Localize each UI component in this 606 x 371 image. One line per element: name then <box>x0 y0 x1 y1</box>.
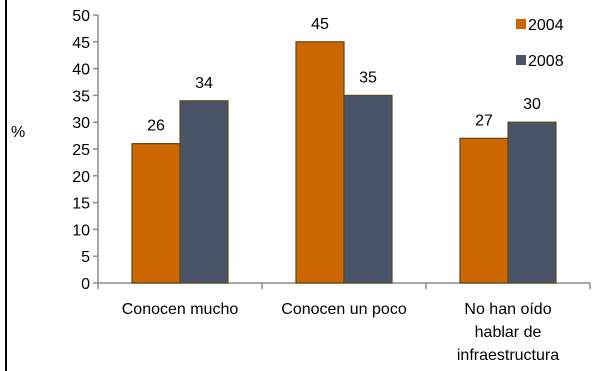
data-label: 45 <box>311 16 329 33</box>
y-tick-label: 50 <box>72 8 90 25</box>
data-label: 35 <box>359 69 377 86</box>
legend-label-2008: 2008 <box>528 53 564 70</box>
y-tick-label: 25 <box>72 142 90 159</box>
bar-2008-3 <box>507 121 557 284</box>
y-tick-label: 10 <box>72 222 90 239</box>
bar-2004-2 <box>295 41 345 284</box>
legend-swatch-2004 <box>516 19 526 29</box>
category-label: infraestructura <box>457 347 559 364</box>
y-axis-label: % <box>11 124 25 141</box>
frame-border-left <box>5 0 7 371</box>
bar-2008-2 <box>343 94 393 284</box>
y-tick-label: 0 <box>81 276 90 293</box>
y-tick-label: 20 <box>72 169 90 186</box>
category-label: Conocen mucho <box>122 301 239 318</box>
legend-swatch-2008 <box>516 55 526 65</box>
y-tick-label: 15 <box>72 196 90 213</box>
category-label: Conocen un poco <box>281 301 407 318</box>
legend-label-2004: 2004 <box>528 17 564 34</box>
category-label: No han oído <box>464 301 551 318</box>
data-label: 30 <box>523 96 541 113</box>
data-label: 27 <box>475 112 493 129</box>
category-label: hablar de <box>475 324 542 341</box>
legend: 2004 2008 <box>516 17 564 70</box>
y-ticks: 0 5 10 15 20 25 30 35 40 45 50 <box>72 8 98 293</box>
bar-2004-1 <box>131 143 181 284</box>
data-labels: 26 34 45 35 27 30 <box>147 16 541 135</box>
bar-2008-1 <box>179 100 229 284</box>
data-label: 34 <box>195 75 213 92</box>
y-tick-label: 30 <box>72 115 90 132</box>
data-label: 26 <box>147 118 165 135</box>
category-labels: Conocen mucho Conocen un poco No han oído h… <box>122 301 559 364</box>
y-tick-label: 5 <box>81 249 90 266</box>
y-tick-label: 40 <box>72 62 90 79</box>
bars <box>131 41 557 284</box>
bar-2004-3 <box>459 137 509 284</box>
y-tick-label: 35 <box>72 88 90 105</box>
y-tick-label: 45 <box>72 35 90 52</box>
